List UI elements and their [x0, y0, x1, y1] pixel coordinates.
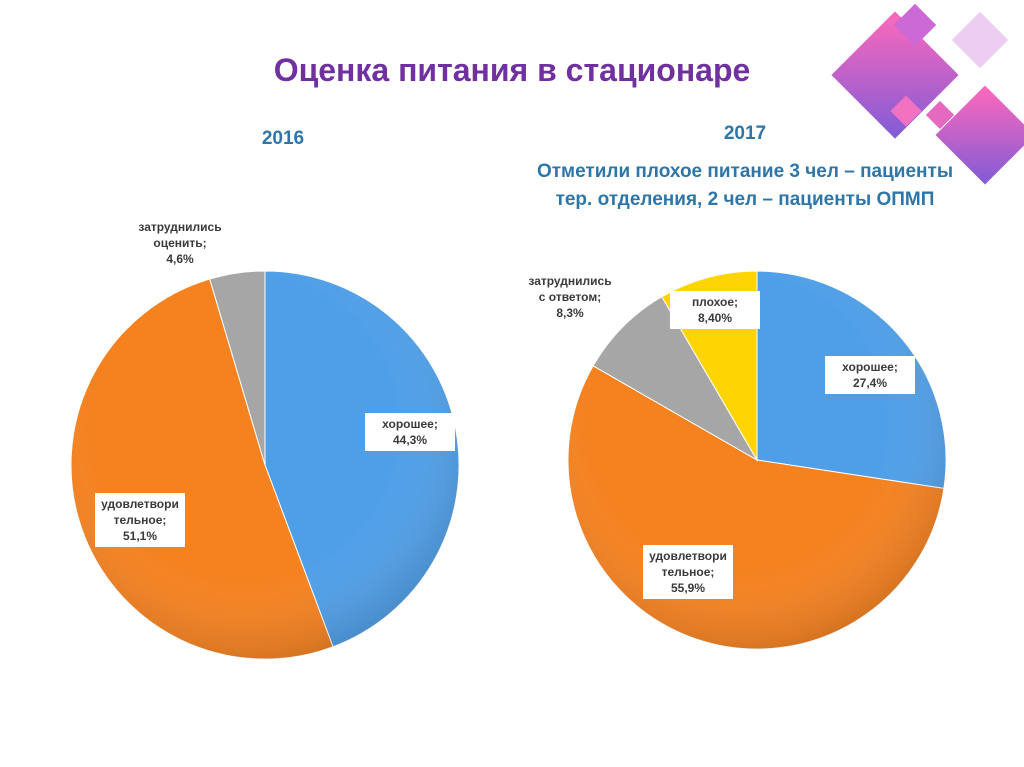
- data-label: затруднились с ответом; 8,3%: [525, 270, 615, 324]
- label-category: затруднились оценить;: [138, 220, 222, 250]
- data-label: удовлетвори тельное; 51,1%: [95, 493, 185, 547]
- chart-subtitle: Отметили плохое питание 3 чел – пациенты…: [536, 161, 954, 210]
- label-value: 4,6%: [166, 252, 194, 266]
- chart-title: 2017: [723, 123, 767, 144]
- data-label: затруднились оценить; 4,6%: [135, 216, 225, 270]
- label-value: 51,1%: [122, 529, 158, 543]
- label-value: 8,3%: [556, 306, 584, 320]
- label-category: затруднились с ответом;: [528, 274, 612, 304]
- label-category: хорошее;: [382, 417, 438, 431]
- data-label: плохое; 8,40%: [670, 291, 760, 329]
- label-value: 44,3%: [392, 433, 428, 447]
- label-category: удовлетвори тельное;: [101, 497, 179, 527]
- data-label: удовлетвори тельное; 55,9%: [643, 545, 733, 599]
- chart-title: 2016: [261, 128, 305, 149]
- data-label: хорошее; 44,3%: [365, 413, 455, 451]
- slide-title: Оценка питания в стационаре: [273, 52, 751, 88]
- label-category: плохое;: [691, 295, 739, 309]
- label-value: 55,9%: [670, 581, 706, 595]
- label-category: хорошее;: [842, 360, 898, 374]
- label-value: 8,40%: [697, 311, 733, 325]
- data-label: хорошее; 27,4%: [825, 356, 915, 394]
- label-value: 27,4%: [852, 376, 888, 390]
- label-category: удовлетвори тельное;: [649, 549, 727, 579]
